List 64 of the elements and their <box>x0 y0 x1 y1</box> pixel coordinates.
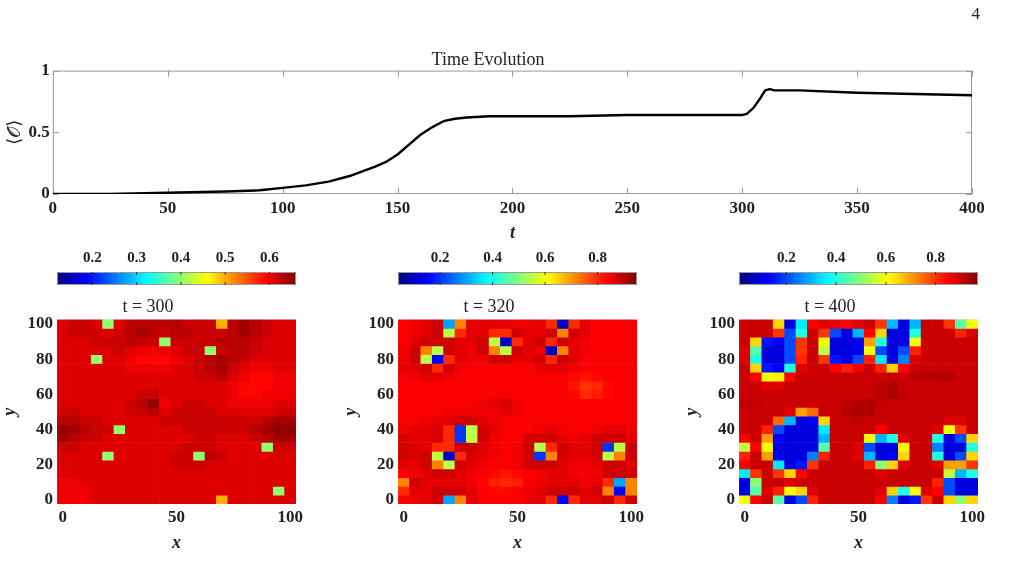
x-axis-title: x <box>171 531 182 552</box>
x-tick-label: 250 <box>614 197 641 217</box>
chart-title: t = 400 <box>804 295 856 316</box>
color-bar-label: 0.4 <box>483 248 503 265</box>
x-tick-label: 100 <box>959 506 986 526</box>
x-axis-title: t <box>509 221 516 242</box>
color-bar-label: 0.2 <box>83 248 102 265</box>
x-tick-label: 150 <box>384 197 411 217</box>
y-tick-label: 0 <box>385 489 395 508</box>
y-tick-label: 20 <box>36 453 54 473</box>
y-axis-title: y <box>0 406 20 418</box>
y-tick-label: 60 <box>718 383 736 403</box>
text: 4 <box>971 4 980 23</box>
y-tick-label: 100 <box>709 313 736 333</box>
x-axis-title: x <box>853 531 864 552</box>
y-axis-title: ⟨𝒪⟩ <box>3 119 24 145</box>
color-bar-label: 0.4 <box>171 248 191 265</box>
color-bar-label: 0.5 <box>215 248 235 265</box>
y-tick-label: 80 <box>718 348 736 368</box>
color-bar-label: 0.4 <box>826 248 847 265</box>
x-tick-label: 200 <box>499 197 526 217</box>
y-tick-label: 0 <box>41 183 50 203</box>
x-tick-label: 50 <box>168 506 186 526</box>
color-bar-label: 0.2 <box>777 248 796 265</box>
color-bar-label: 0.3 <box>127 248 147 265</box>
y-tick-label: 0 <box>44 489 54 508</box>
y-tick-label: 100 <box>368 313 395 333</box>
x-tick-label: 400 <box>959 197 985 217</box>
color-bar-label: 0.6 <box>535 248 555 265</box>
x-tick-label: 50 <box>159 197 177 217</box>
y-tick-label: 0 <box>726 489 736 508</box>
x-tick-label: 0 <box>399 506 409 526</box>
y-tick-label: 60 <box>36 383 54 403</box>
y-tick-label: 100 <box>27 313 54 333</box>
x-tick-label: 0 <box>58 506 68 526</box>
x-tick-label: 300 <box>729 197 755 217</box>
y-tick-label: 60 <box>377 383 395 403</box>
color-bar-label: 0.2 <box>430 248 450 265</box>
color-bar-label: 0.8 <box>588 248 607 265</box>
y-tick-label: 20 <box>377 453 395 473</box>
color-bar-label: 0.8 <box>926 248 946 265</box>
y-tick-label: 40 <box>36 418 54 438</box>
color-bar-label: 0.6 <box>876 248 896 265</box>
chart-title: t = 300 <box>122 295 174 316</box>
y-tick-label: 40 <box>718 418 736 438</box>
color-bar-label: 0.6 <box>260 248 280 265</box>
x-tick-label: 50 <box>509 506 527 526</box>
y-axis-title: y <box>340 406 361 418</box>
y-tick-label: 20 <box>718 453 736 473</box>
x-tick-label: 100 <box>277 506 304 526</box>
y-tick-label: 80 <box>377 348 395 368</box>
y-tick-label: 80 <box>36 348 54 368</box>
chart-title: t = 320 <box>463 295 515 316</box>
x-tick-label: 50 <box>850 506 868 526</box>
x-tick-label: 0 <box>740 506 750 526</box>
y-tick-label: 1 <box>41 59 50 79</box>
y-tick-label: 40 <box>377 418 395 438</box>
x-axis-title: x <box>512 531 523 552</box>
x-tick-label: 350 <box>844 197 870 217</box>
x-tick-label: 100 <box>269 197 296 217</box>
x-tick-label: 100 <box>618 506 645 526</box>
chart-title: Time Evolution <box>431 48 545 69</box>
y-axis-title: y <box>681 406 702 418</box>
y-tick-label: 0.5 <box>28 121 50 141</box>
